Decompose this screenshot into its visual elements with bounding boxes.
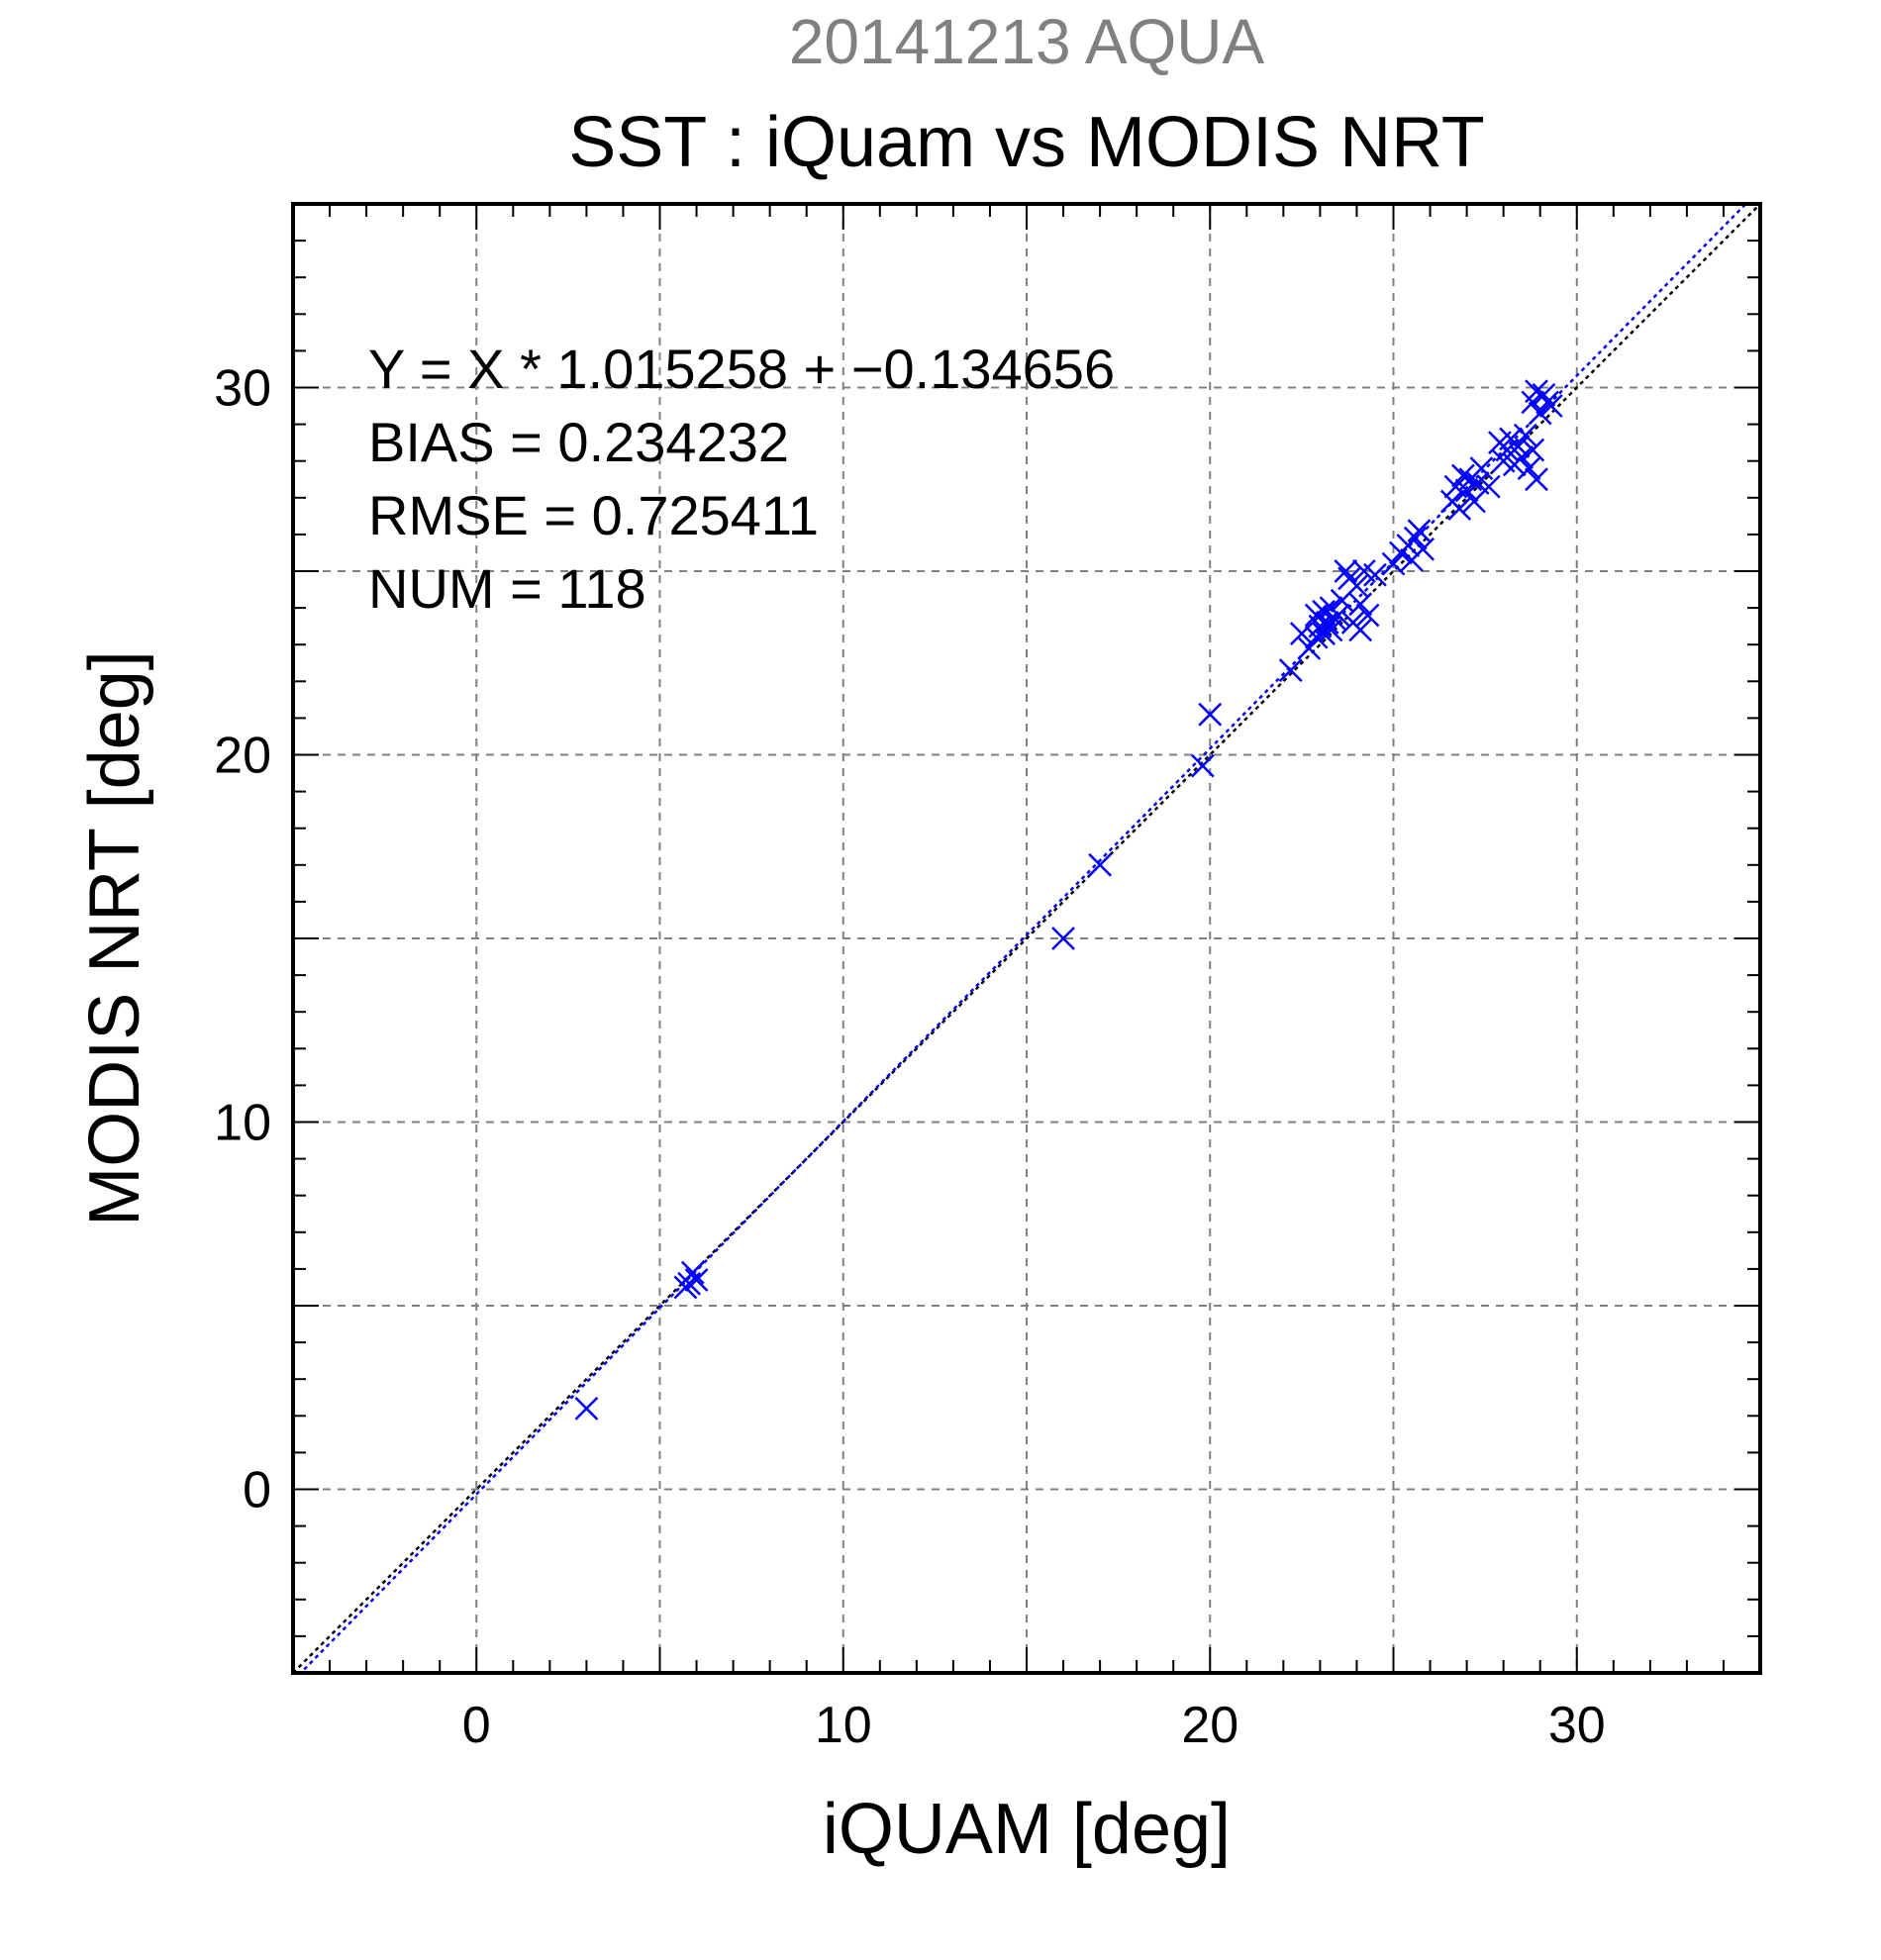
data-point (1538, 394, 1563, 418)
data-point (1532, 383, 1556, 407)
stats-annotation: Y = X * 1.015258 + −0.134656 BIAS = 0.23… (368, 338, 1115, 620)
chart-supertitle: 20141213 AQUA (789, 6, 1265, 77)
data-point (1407, 519, 1432, 543)
y-tick-label: 0 (243, 1462, 271, 1519)
data-point (680, 1260, 705, 1285)
chart-title: SST : iQuam vs MODIS NRT (568, 103, 1485, 182)
x-tick-label: 10 (815, 1697, 872, 1754)
data-point (1521, 438, 1545, 462)
y-tick-label: 10 (214, 1095, 271, 1152)
data-point (1517, 456, 1541, 481)
y-tick-label: 30 (214, 360, 271, 418)
data-points (574, 379, 1563, 1421)
data-point (1355, 603, 1380, 628)
tick-labels: 0 10 20 30 0 10 20 30 (214, 360, 1606, 1755)
data-point (574, 1396, 599, 1421)
data-point (1088, 852, 1112, 877)
data-point (684, 1268, 709, 1292)
data-point (1289, 622, 1314, 645)
data-point (1469, 456, 1494, 481)
plot-frame (291, 202, 1762, 1675)
data-point (673, 1275, 698, 1300)
y-axis-label: MODIS NRT [deg] (75, 650, 154, 1226)
data-point (1451, 463, 1475, 488)
fit-line (298, 204, 1748, 1673)
num-text: NUM = 118 (368, 557, 646, 620)
data-point (1476, 474, 1501, 499)
data-point (1278, 658, 1303, 683)
data-point (1403, 526, 1428, 550)
data-point (1513, 423, 1537, 447)
data-point (1363, 562, 1387, 587)
data-point (1348, 592, 1373, 617)
data-point (1381, 551, 1406, 576)
x-tick-label: 20 (1181, 1697, 1238, 1754)
data-point (1315, 611, 1339, 635)
data-point (1411, 537, 1436, 561)
bias-text: BIAS = 0.234232 (368, 411, 789, 473)
data-point (1344, 573, 1369, 598)
data-point (1447, 497, 1472, 521)
data-point (1525, 467, 1548, 492)
y-tick-label: 20 (214, 728, 271, 785)
grid-lines (293, 204, 1760, 1673)
x-tick-label: 0 (462, 1697, 491, 1754)
fit-equation: Y = X * 1.015258 + −0.134656 (368, 338, 1115, 400)
data-point (1528, 401, 1552, 426)
data-point (1198, 702, 1223, 727)
data-point (1051, 927, 1075, 950)
data-point (1327, 603, 1350, 628)
rmse-text: RMSE = 0.725411 (368, 484, 819, 546)
data-point (1510, 445, 1534, 469)
data-point (1334, 559, 1358, 583)
x-tick-label: 30 (1548, 1697, 1606, 1754)
data-point (1190, 753, 1215, 778)
data-point (1348, 618, 1373, 642)
x-axis-label: iQUAM [deg] (823, 1790, 1231, 1869)
